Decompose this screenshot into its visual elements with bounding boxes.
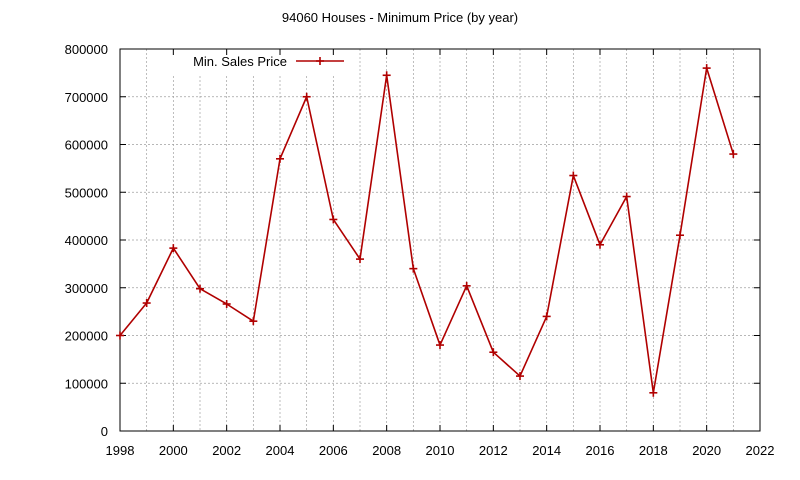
x-tick-label: 1998: [106, 443, 135, 458]
x-tick-label: 2006: [319, 443, 348, 458]
series-line: [119, 67, 735, 394]
data-point: [356, 255, 364, 264]
data-point: [222, 299, 231, 308]
x-tick-label: 2008: [372, 443, 401, 458]
y-tick-label: 200000: [65, 329, 108, 344]
y-tick-label: 0: [101, 424, 108, 439]
y-tick-label: 300000: [65, 281, 108, 296]
data-point: [249, 317, 258, 326]
data-point: [196, 284, 204, 293]
legend-label: Min. Sales Price: [193, 54, 287, 69]
x-tick-label: 2004: [266, 443, 295, 458]
x-tick-label: 2018: [639, 443, 668, 458]
data-point: [142, 299, 151, 308]
data-point: [276, 154, 284, 163]
legend: Min. Sales Price: [193, 54, 344, 69]
x-tick-label: 2010: [426, 443, 455, 458]
x-tick-label: 2014: [532, 443, 561, 458]
data-point: [382, 71, 391, 80]
data-point: [542, 312, 551, 321]
data-point: [596, 240, 604, 249]
data-point: [329, 215, 338, 224]
y-tick-label: 600000: [65, 138, 108, 153]
data-point: [489, 348, 498, 357]
x-tick-label: 2012: [479, 443, 508, 458]
data-point: [302, 92, 311, 101]
data-point: [409, 264, 418, 273]
data-point: [569, 171, 578, 180]
data-point: [676, 231, 684, 240]
data-point: [702, 64, 711, 73]
tick-labels: 1998 2000 2002 2004 2006 2008 2010 2012 2014 2016…: [65, 42, 775, 458]
x-tick-label: 2016: [586, 443, 615, 458]
y-tick-label: 100000: [65, 376, 108, 391]
x-tick-label: 2022: [746, 443, 775, 458]
data-point: [169, 244, 178, 253]
grid-lines: [120, 49, 760, 431]
data-point: [116, 331, 124, 340]
x-tick-label: 2000: [159, 443, 188, 458]
chart-title: 94060 Houses - Minimum Price (by year): [282, 10, 518, 25]
data-point: [729, 150, 738, 159]
y-tick-label: 800000: [65, 42, 108, 57]
x-tick-label: 2020: [692, 443, 721, 458]
data-point: [622, 192, 631, 201]
y-tick-label: 500000: [65, 185, 108, 200]
series-group: [116, 64, 738, 397]
data-point: [516, 372, 524, 381]
y-tick-label: 700000: [65, 90, 108, 105]
x-tick-label: 2002: [212, 443, 241, 458]
data-point: [649, 388, 658, 397]
data-point: [462, 281, 471, 290]
y-tick-label: 400000: [65, 233, 108, 248]
data-point: [436, 341, 444, 350]
